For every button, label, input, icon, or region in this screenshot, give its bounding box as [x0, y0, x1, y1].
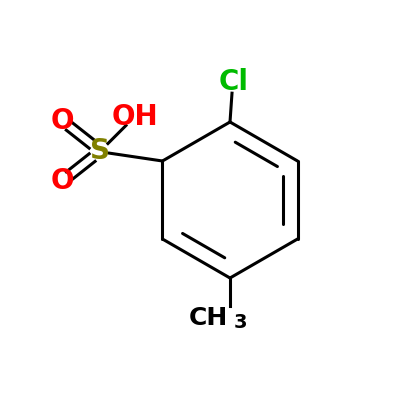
Text: 3: 3 [233, 313, 247, 332]
Text: OH: OH [111, 103, 158, 131]
Text: CH: CH [189, 306, 228, 330]
Text: Cl: Cl [219, 68, 249, 96]
Text: O: O [51, 107, 74, 135]
Text: S: S [90, 137, 110, 165]
Text: O: O [51, 167, 74, 195]
